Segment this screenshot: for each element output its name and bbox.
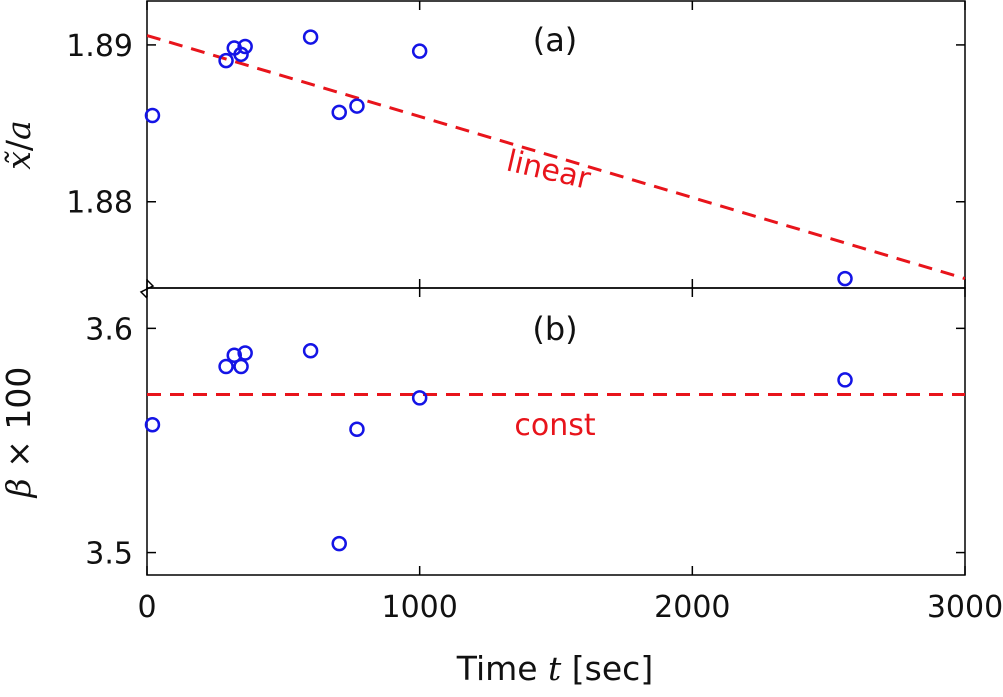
x-axis-label-prefix: Time (456, 649, 548, 688)
axis-break-marker (139, 279, 155, 299)
panel-b-y-ticks: 3.5 3.6 (85, 288, 966, 575)
data-point (349, 98, 365, 114)
panel-a-y-ticks: 1.88 1.89 (66, 1, 966, 288)
x-axis-label: Time t [sec] (456, 649, 653, 688)
x-tick-label: 3000 (927, 590, 1003, 625)
data-point (226, 347, 243, 364)
panel-b-marks (144, 343, 965, 552)
panel-b-frame (146, 287, 966, 576)
data-point (218, 52, 234, 69)
x-axis-label-suffix: [sec] (561, 649, 653, 688)
fit-line (147, 34, 965, 281)
panel-a-y-axis-label: x̃/a (0, 120, 38, 169)
panel-a-label: (a) (533, 21, 578, 59)
data-point (233, 46, 249, 63)
data-point (302, 29, 319, 45)
x-tick-label: 0 (137, 590, 156, 625)
data-point (302, 343, 319, 359)
x-axis-label-var: t (548, 649, 562, 688)
data-point (331, 104, 347, 121)
panel-a: 1.88 1.89 (a) linear x̃/a (0, 0, 966, 289)
panel-b-y-axis-label: β × 100 (0, 367, 38, 500)
panel-a-y-label-var: x̃ (0, 150, 38, 169)
panel-a-y-label-unit: a (0, 120, 38, 140)
data-point (349, 421, 365, 438)
panel-b-label: (b) (532, 310, 577, 348)
panel-a-y-label-slash: / (0, 139, 38, 151)
data-point (837, 372, 853, 388)
panel-b-y-label-var: β (0, 478, 38, 499)
panel-b-y-label-scale: × 100 (0, 367, 38, 479)
data-point (331, 535, 347, 552)
y-tick-label: 1.89 (66, 29, 133, 64)
y-tick-label: 3.6 (85, 312, 133, 347)
data-point (144, 107, 161, 124)
data-point (237, 38, 253, 55)
data-point (837, 270, 853, 287)
data-point (233, 358, 249, 375)
panel-a-marks (144, 29, 965, 287)
data-point (144, 417, 161, 433)
data-point (218, 358, 234, 375)
panel-b-fit-label: const (514, 408, 595, 443)
data-point (411, 390, 428, 406)
y-tick-label: 3.5 (85, 537, 133, 572)
x-tick-label: 1000 (381, 590, 457, 625)
data-point (237, 345, 253, 361)
panel-b: 3.5 3.6 (b) const β × 100 (0, 287, 966, 576)
x-tick-label: 2000 (654, 590, 730, 625)
panel-a-fit-label: linear (503, 144, 594, 197)
data-point (411, 43, 428, 59)
x-axis: 0 1000 2000 3000 (137, 590, 1003, 625)
y-tick-label: 1.88 (66, 186, 133, 221)
